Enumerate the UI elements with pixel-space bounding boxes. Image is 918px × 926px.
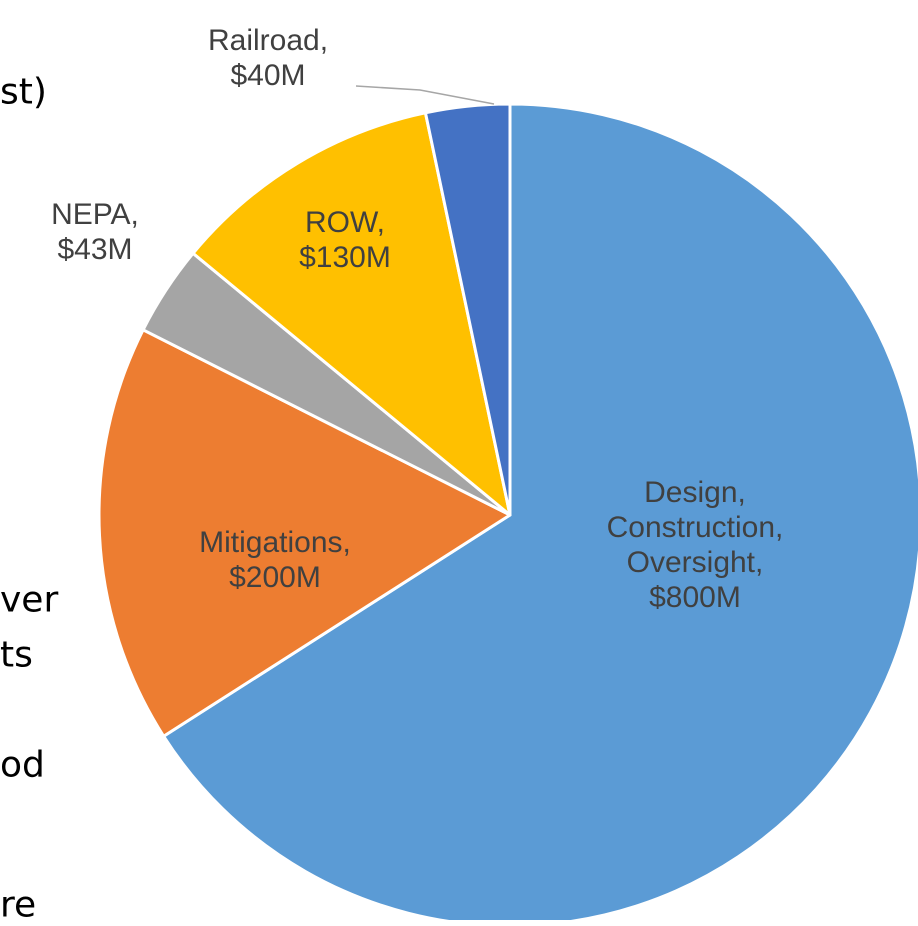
data-label: ROW, $130M <box>265 205 425 275</box>
category-label: Railroad, <box>207 24 329 57</box>
text-fragment: ts <box>0 634 33 676</box>
category-label: ROW, <box>305 206 385 239</box>
data-label: Railroad, $40M <box>168 23 368 93</box>
data-label: Design, Construction, Oversight, $800M <box>590 475 800 615</box>
pie-slice <box>162 102 918 920</box>
category-label: Mitigations, <box>199 526 351 559</box>
pie-slice <box>423 102 512 517</box>
value-label: $800M <box>649 581 741 614</box>
value-label: $40M <box>230 59 306 92</box>
category-label: Design, Construction, Oversight, <box>606 476 784 579</box>
category-label: NEPA, <box>51 198 139 231</box>
pie-slice <box>97 328 512 738</box>
pie-slice <box>191 111 512 517</box>
value-label: $200M <box>229 561 321 594</box>
text-fragment: re <box>0 884 37 926</box>
text-fragment: st) <box>0 71 47 113</box>
text-fragment: od <box>0 744 45 786</box>
leader-line <box>355 85 495 105</box>
value-label: $43M <box>57 233 133 266</box>
text-fragment: ver <box>0 579 59 621</box>
value-label: $130M <box>299 241 391 274</box>
data-label: Mitigations, $200M <box>145 525 405 595</box>
data-label: NEPA, $43M <box>15 197 175 267</box>
